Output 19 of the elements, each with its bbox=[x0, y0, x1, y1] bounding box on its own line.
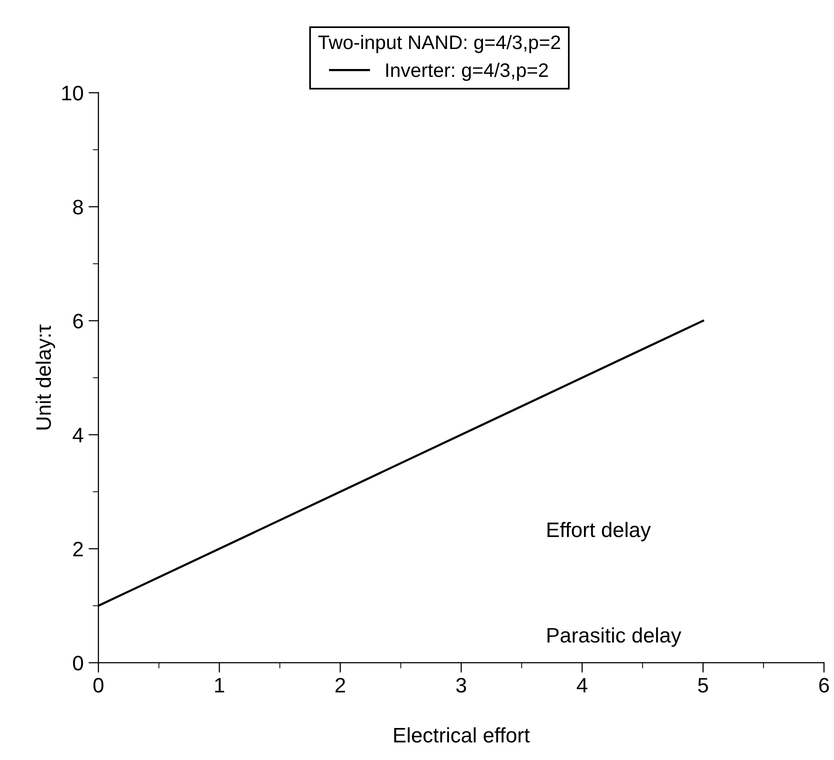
legend-label: Inverter: g=4/3,p=2 bbox=[386, 62, 548, 81]
x-tick-label: 3 bbox=[456, 678, 466, 693]
x-tick-label: 2 bbox=[336, 678, 346, 692]
x-tick-label: 6 bbox=[819, 678, 829, 693]
y-tick-label: 2 bbox=[73, 542, 83, 556]
annotation: Parasitic delay bbox=[548, 627, 682, 647]
y-tick-label: 10 bbox=[62, 86, 84, 100]
x-tick-label: 5 bbox=[698, 678, 708, 693]
y-axis-title: Unit delay:τ bbox=[36, 324, 56, 430]
x-axis-title: Electrical effort bbox=[394, 727, 530, 743]
y-tick-label: 6 bbox=[73, 314, 83, 328]
annotation: Effort delay bbox=[548, 522, 651, 542]
x-tick-label: 1 bbox=[215, 678, 224, 692]
y-tick-label: 0 bbox=[73, 656, 84, 670]
legend-title: Two-input NAND: g=4/3,p=2 bbox=[318, 34, 560, 54]
y-tick-label: 8 bbox=[73, 200, 83, 214]
x-tick-label: 4 bbox=[576, 678, 588, 692]
x-tick-label: 0 bbox=[93, 678, 104, 693]
y-tick-label: 4 bbox=[72, 428, 84, 442]
